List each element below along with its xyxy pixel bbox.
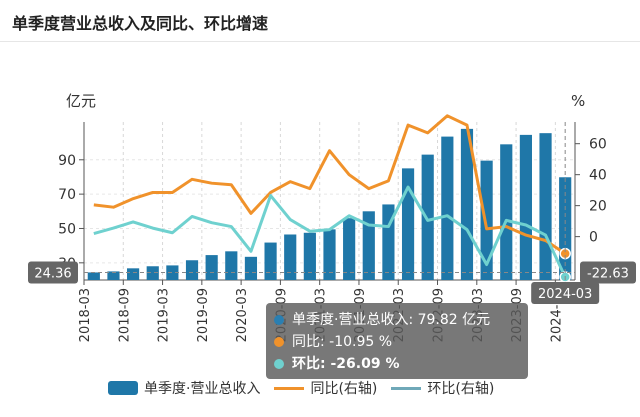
legend-swatch-revenue [108, 381, 138, 395]
x-tick-label: 2019-09 [196, 288, 211, 342]
bar [362, 211, 375, 280]
legend-item-qoq[interactable]: 环比(右轴) [391, 378, 494, 398]
left-axis-unit: 亿元 [66, 92, 96, 110]
bar [441, 136, 454, 280]
legend-label-revenue: 单季度·营业总收入 [144, 381, 261, 397]
tooltip-dot-revenue [274, 315, 284, 325]
bar [146, 266, 159, 280]
tooltip-yoy-text: 同比: -10.95 % [292, 334, 393, 350]
legend-label-yoy: 同比(右轴) [310, 381, 378, 397]
bar [500, 144, 513, 280]
line-series-yoy [93, 114, 567, 255]
right-tick-label: 60 [589, 137, 607, 153]
x-tick-label: 2018-03 [78, 288, 93, 342]
bar [421, 154, 434, 280]
tooltip: 单季度·营业总收入: 79.82 亿元 同比: -10.95 % 环比: -26… [266, 303, 528, 379]
bar [185, 260, 199, 280]
tooltip-revenue-text: 单季度·营业总收入: 79.82 亿元 [292, 312, 491, 328]
bar [205, 255, 218, 280]
chart-title: 单季度营业总收入及同比、环比增速 [12, 14, 269, 33]
legend-swatch-yoy [274, 386, 305, 390]
axis-pointer-x-box [531, 282, 600, 304]
bar [264, 242, 277, 280]
axis-pointer-left-label: 24.36 [34, 267, 71, 282]
axis-pointer-left-box [28, 261, 78, 284]
right-tick-label: 0 [589, 230, 598, 246]
bar [539, 133, 552, 280]
legend-item-revenue[interactable]: 单季度·营业总收入 [108, 378, 260, 398]
bar [166, 265, 179, 280]
bar [284, 234, 297, 280]
bar [480, 160, 493, 280]
left-tick-label: 90 [58, 153, 76, 169]
right-tick-label: 20 [589, 199, 607, 215]
axis-pointer-right-label: -22.63 [587, 267, 629, 282]
x-tick-label: 2020-03 [235, 288, 250, 342]
chart-header: 单季度营业总收入及同比、环比增速 [0, 0, 640, 42]
right-tick-label: 40 [589, 168, 607, 184]
axis-pointer-x-label: 2024-03 [538, 287, 592, 302]
tooltip-dot-yoy [274, 337, 284, 347]
bar [87, 272, 100, 280]
x-tick-label: 2019-03 [157, 288, 172, 342]
tooltip-row-qoq: 环比: -26.09 % [274, 353, 528, 375]
x-tick-label: 2018-09 [117, 288, 132, 342]
bar [244, 256, 258, 280]
legend-swatch-qoq [391, 386, 422, 390]
left-tick-label: 50 [58, 221, 76, 237]
bar [519, 134, 532, 280]
bar [225, 251, 238, 280]
line-series-qoq [93, 185, 567, 278]
tooltip-qoq-text: 环比: -26.09 % [292, 356, 400, 372]
bar [460, 128, 474, 280]
right-axis-unit: % [571, 92, 585, 110]
axis-pointer-right-box [580, 261, 636, 284]
legend-item-yoy[interactable]: 同比(右轴) [274, 378, 377, 398]
tooltip-row-revenue: 单季度·营业总收入: 79.82 亿元 [274, 309, 528, 331]
bar [107, 271, 120, 280]
legend-label-qoq: 环比(右轴) [427, 381, 495, 397]
bar [303, 232, 316, 280]
tooltip-row-yoy: 同比: -10.95 % [274, 331, 528, 353]
bar [323, 229, 336, 280]
bar [127, 268, 140, 280]
left-tick-label: 70 [58, 187, 76, 203]
chart-legend: 单季度·营业总收入 同比(右轴) 环比(右轴) [108, 377, 508, 399]
tooltip-dot-qoq [274, 359, 284, 369]
bar [343, 218, 356, 280]
bar [401, 168, 415, 280]
